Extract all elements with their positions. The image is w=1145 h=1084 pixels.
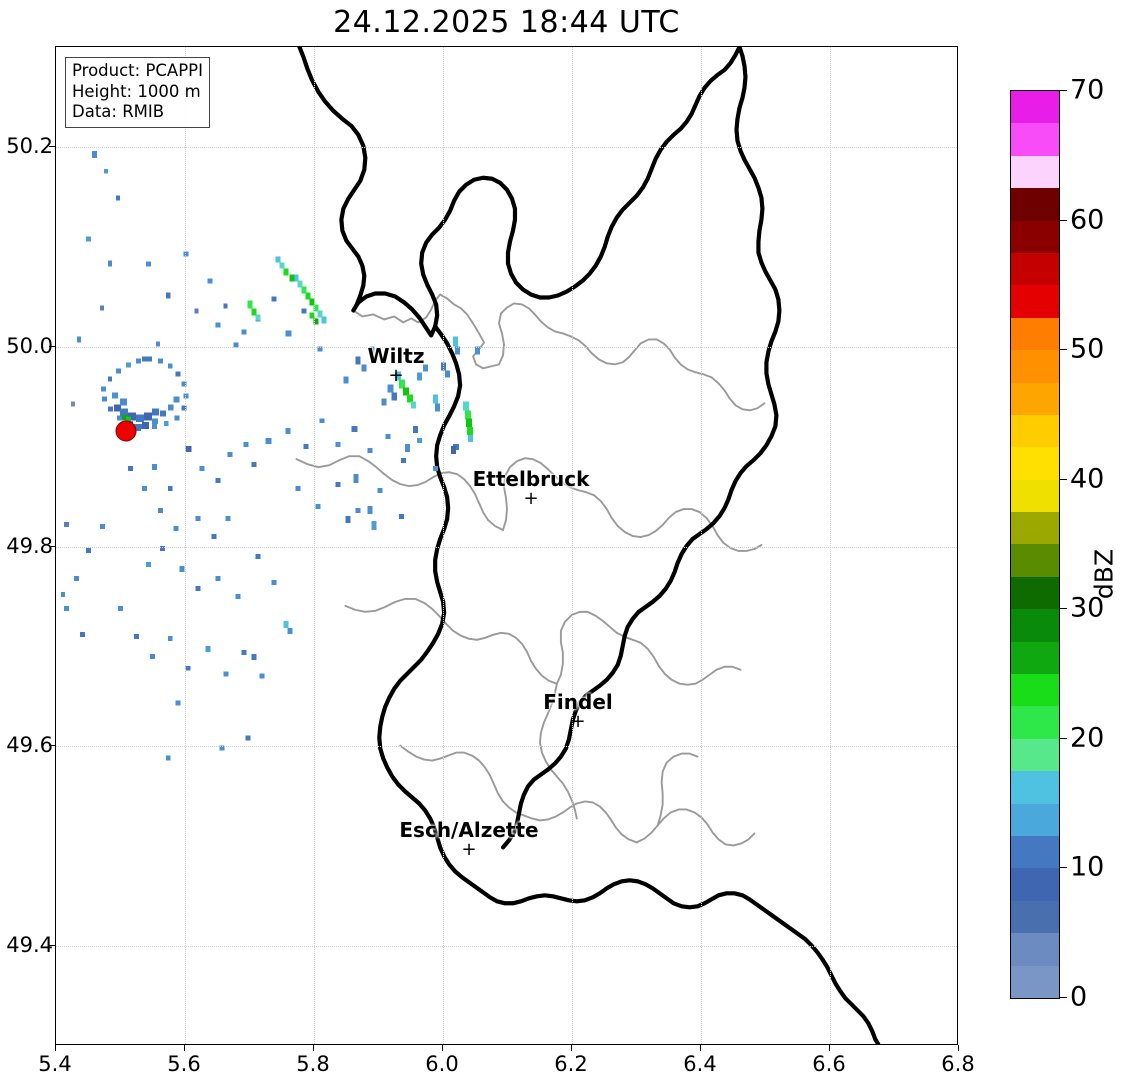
colorbar-band (1011, 609, 1059, 642)
y-axis-tick-label: 49.6 (6, 733, 53, 758)
colorbar-tick (1059, 478, 1067, 480)
y-axis-tick-label: 50.0 (6, 333, 53, 358)
x-axis-tick (571, 1045, 572, 1051)
radar-site-marker (115, 420, 137, 442)
gridline-horizontal (56, 346, 957, 348)
colorbar-band (1011, 771, 1059, 804)
colorbar-band (1011, 803, 1059, 836)
y-axis-tick-label: 49.8 (6, 533, 53, 558)
map-vector-layer (60, 47, 881, 1044)
colorbar-tick-label: 40 (1070, 463, 1105, 495)
colorbar-tick (1059, 737, 1067, 739)
colorbar-band (1011, 447, 1059, 480)
colorbar-tick (1059, 997, 1067, 998)
colorbar-band (1011, 706, 1059, 739)
colorbar-title: dBZ (1089, 548, 1119, 600)
gridline-vertical (572, 47, 573, 1044)
info-product: Product: PCAPPI (72, 61, 203, 80)
colorbar-tick-label: 70 (1070, 74, 1105, 106)
x-axis-tick-label: 5.8 (296, 1052, 330, 1076)
colorbar-band (1011, 576, 1059, 610)
colorbar-band (1011, 512, 1059, 545)
colorbar-band (1011, 641, 1059, 675)
gridline-vertical (443, 47, 444, 1044)
y-axis-tick (49, 345, 55, 347)
x-axis-tick-label: 6.0 (425, 1052, 459, 1076)
colorbar-band (1011, 674, 1059, 707)
colorbar-band (1011, 123, 1059, 156)
x-axis-tick (184, 1045, 185, 1051)
country-border-luxembourg (297, 47, 742, 338)
colorbar-band (1011, 479, 1059, 513)
y-axis-tick (49, 545, 55, 547)
x-axis-tick (55, 1045, 56, 1051)
x-axis-tick (958, 1045, 959, 1051)
gridline-vertical (185, 47, 186, 1044)
colorbar-bands (1011, 91, 1059, 998)
colorbar-band (1011, 835, 1059, 869)
colorbar-band (1011, 382, 1059, 415)
gridline-horizontal (56, 546, 957, 548)
colorbar-tick-label: 20 (1070, 722, 1105, 754)
canton-boundaries (295, 293, 766, 847)
x-axis-tick (700, 1045, 701, 1051)
colorbar[interactable] (1010, 90, 1060, 999)
colorbar-band (1011, 285, 1059, 318)
x-axis-tick (829, 1045, 830, 1051)
colorbar-band (1011, 317, 1059, 351)
colorbar-band (1011, 220, 1059, 253)
colorbar-band (1011, 738, 1059, 772)
x-axis-tick-label: 6.2 (554, 1052, 588, 1076)
colorbar-band (1011, 414, 1059, 448)
colorbar-tick (1059, 90, 1067, 91)
colorbar-tick-label: 30 (1070, 592, 1105, 624)
colorbar-band (1011, 933, 1059, 966)
colorbar-band (1011, 155, 1059, 189)
colorbar-band (1011, 900, 1059, 934)
y-axis-tick (49, 945, 55, 947)
colorbar-band (1011, 965, 1059, 998)
y-axis-tick-label: 50.2 (6, 133, 53, 158)
colorbar-tick (1059, 219, 1067, 221)
x-axis-tick-label: 5.4 (38, 1052, 72, 1076)
radar-map-plot[interactable] (55, 46, 958, 1045)
colorbar-band (1011, 188, 1059, 221)
colorbar-band (1011, 868, 1059, 901)
colorbar-band (1011, 252, 1059, 286)
info-box: Product: PCAPPI Height: 1000 m Data: RMI… (65, 57, 210, 128)
colorbar-tick-label: 50 (1070, 333, 1105, 365)
gridline-horizontal (56, 946, 957, 948)
gridline-vertical (314, 47, 315, 1044)
colorbar-band (1011, 350, 1059, 383)
gridline-vertical (701, 47, 702, 1044)
gridline-vertical (830, 47, 831, 1044)
y-axis-tick (49, 145, 55, 147)
x-axis-tick-label: 5.6 (167, 1052, 201, 1076)
gridline-horizontal (56, 746, 957, 748)
colorbar-tick (1059, 349, 1067, 351)
colorbar-tick-label: 10 (1070, 851, 1105, 883)
radar-echo-pixels (60, 150, 481, 761)
colorbar-tick (1059, 867, 1067, 869)
country-border-luxembourg-northeast (500, 47, 782, 850)
x-axis-tick (313, 1045, 314, 1051)
x-axis-tick-label: 6.6 (812, 1052, 846, 1076)
colorbar-tick-label: 60 (1070, 204, 1105, 236)
info-height: Height: 1000 m (72, 81, 201, 101)
info-data: Data: RMIB (72, 102, 165, 121)
page-title: 24.12.2025 18:44 UTC (333, 5, 680, 40)
country-border-luxembourg-east-south (377, 324, 881, 1044)
colorbar-band (1011, 544, 1059, 577)
x-axis-tick (442, 1045, 443, 1051)
y-axis-tick (49, 745, 55, 747)
x-axis-tick-label: 6.8 (941, 1052, 975, 1076)
y-axis-tick-label: 49.4 (6, 933, 53, 958)
gridline-horizontal (56, 146, 957, 148)
colorbar-tick-label: 0 (1070, 981, 1088, 1013)
x-axis-tick-label: 6.4 (683, 1052, 717, 1076)
colorbar-tick (1059, 608, 1067, 610)
colorbar-band (1011, 91, 1059, 124)
